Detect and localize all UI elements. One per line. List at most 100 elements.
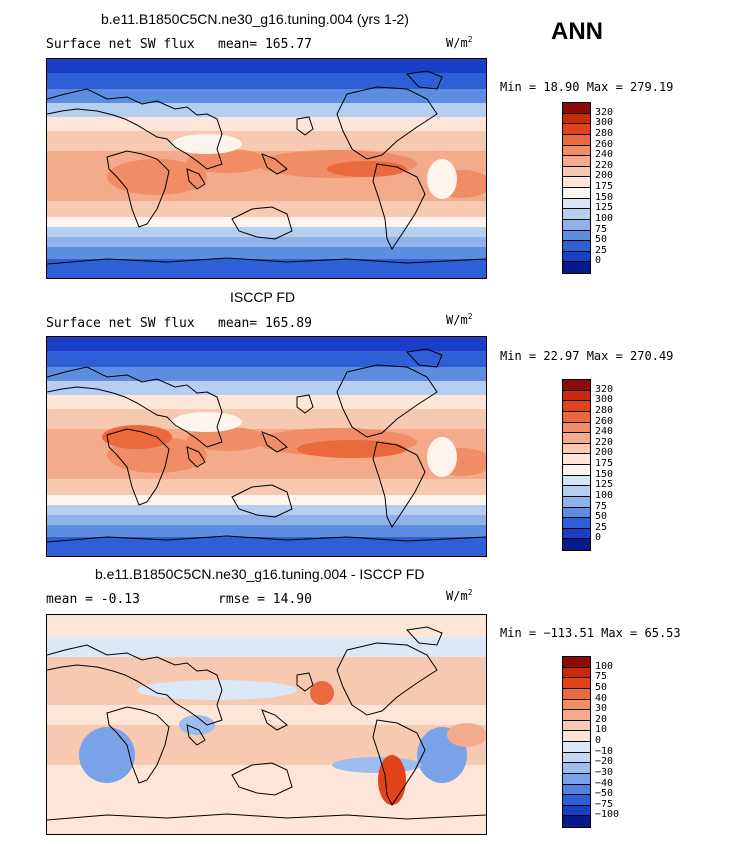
field-blob bbox=[179, 715, 215, 735]
colorbar-cell bbox=[563, 657, 590, 668]
colorbar-tick-label: 240 bbox=[595, 426, 614, 438]
colorbar-cell bbox=[563, 465, 590, 476]
colorbar-cell bbox=[563, 752, 590, 764]
colorbar-tick-label: 0 bbox=[595, 735, 602, 746]
diff-mean-label: mean = -0.13 bbox=[46, 592, 140, 607]
units-label: W/m2 bbox=[446, 588, 473, 603]
colorbar-tick-label: −75 bbox=[595, 798, 614, 810]
field-band bbox=[47, 495, 486, 505]
colorbar-tick-label: 75 bbox=[595, 223, 608, 235]
colorbar-cell bbox=[563, 198, 590, 210]
field-band bbox=[47, 515, 486, 525]
coastline-path bbox=[405, 348, 443, 368]
field-blob bbox=[378, 755, 406, 805]
coastline-path bbox=[261, 153, 288, 175]
colorbar bbox=[562, 379, 591, 551]
colorbar-cell bbox=[563, 422, 590, 434]
field-blob bbox=[172, 412, 242, 432]
coastline-path bbox=[106, 428, 170, 506]
season-label: ANN bbox=[551, 18, 603, 45]
field-band bbox=[47, 505, 486, 515]
field-band bbox=[47, 351, 486, 367]
field-blob bbox=[187, 149, 267, 173]
rmse-label: rmse = 14.90 bbox=[218, 592, 312, 607]
coastline-path bbox=[261, 709, 288, 731]
colorbar-cell bbox=[563, 496, 590, 508]
field-band bbox=[47, 337, 486, 351]
colorbar-tick-label: 280 bbox=[595, 127, 614, 139]
colorbar-tick-label: 150 bbox=[595, 191, 614, 203]
min-max-label: Min = −113.51 Max = 65.53 bbox=[500, 626, 681, 640]
coastline-path bbox=[231, 762, 293, 796]
colorbar-cell bbox=[563, 209, 590, 220]
colorbar bbox=[562, 102, 591, 274]
colorbar bbox=[562, 656, 591, 828]
coastline-path bbox=[47, 813, 486, 821]
field-band bbox=[47, 479, 486, 495]
coastline-path bbox=[296, 116, 314, 136]
map-plot bbox=[47, 59, 486, 278]
field-band bbox=[47, 237, 486, 247]
colorbar-tick-label: 75 bbox=[595, 671, 608, 683]
coastline-path bbox=[231, 206, 293, 240]
colorbar-tick-label: 100 bbox=[595, 489, 614, 501]
coastline-path bbox=[372, 441, 426, 528]
field-band bbox=[47, 395, 486, 409]
field-band bbox=[47, 381, 486, 395]
coastline-path bbox=[372, 719, 426, 806]
map-diff bbox=[46, 614, 487, 835]
min-max-label: Min = 22.97 Max = 270.49 bbox=[500, 349, 674, 363]
panel-title: b.e11.B1850C5CN.ne30_g16.tuning.004 (yrs… bbox=[101, 11, 409, 27]
colorbar-tick-label: 300 bbox=[595, 117, 614, 129]
colorbar-cell bbox=[563, 699, 590, 711]
colorbar-cell bbox=[563, 262, 590, 273]
colorbar-tick-label: 125 bbox=[595, 202, 614, 214]
colorbar-tick-label: 50 bbox=[595, 234, 608, 246]
colorbar-cell bbox=[563, 124, 590, 135]
colorbar-tick-label: 100 bbox=[595, 660, 614, 672]
mean-label: mean= 165.77 bbox=[218, 37, 312, 52]
field-band bbox=[47, 89, 486, 103]
colorbar-cell bbox=[563, 251, 590, 263]
colorbar-tick-label: 40 bbox=[595, 692, 608, 704]
colorbar-cell bbox=[563, 454, 590, 465]
colorbar-tick-label: 260 bbox=[595, 138, 614, 150]
coastline-path bbox=[336, 642, 438, 716]
map-plot bbox=[47, 615, 486, 834]
field-blob bbox=[297, 440, 407, 458]
colorbar-cell bbox=[563, 134, 590, 146]
field-band bbox=[47, 227, 486, 237]
colorbar-tick-label: 0 bbox=[595, 255, 602, 267]
colorbar-cell bbox=[563, 390, 590, 402]
colorbar-tick-label: 20 bbox=[595, 713, 608, 725]
field-band bbox=[47, 217, 486, 227]
coastline-path bbox=[186, 724, 206, 746]
field-band bbox=[47, 117, 486, 131]
field-blob bbox=[310, 681, 334, 705]
min-max-label: Min = 18.90 Max = 279.19 bbox=[500, 80, 674, 94]
field-band bbox=[47, 537, 486, 556]
field-blob bbox=[102, 425, 172, 449]
coastline-path bbox=[47, 535, 486, 543]
field-blob bbox=[172, 134, 242, 154]
colorbar-tick-label: 150 bbox=[595, 468, 614, 480]
coastline-path bbox=[47, 366, 223, 448]
colorbar-cell bbox=[563, 177, 590, 188]
colorbar-tick-label: −20 bbox=[595, 756, 614, 768]
colorbar-cell bbox=[563, 784, 590, 796]
coastline-path bbox=[47, 644, 223, 726]
colorbar-cell bbox=[563, 678, 590, 689]
colorbar-tick-label: 50 bbox=[595, 511, 608, 523]
field-band bbox=[47, 201, 486, 217]
colorbar-tick-label: 280 bbox=[595, 404, 614, 416]
coastlines bbox=[47, 70, 486, 265]
units-label: W/m2 bbox=[446, 35, 473, 50]
colorbar-tick-label: −50 bbox=[595, 788, 614, 800]
coastline-path bbox=[47, 88, 223, 170]
map-plot bbox=[47, 337, 486, 556]
field-layer bbox=[47, 615, 486, 834]
field-band bbox=[47, 247, 486, 259]
coastline-path bbox=[296, 672, 314, 692]
field-blob bbox=[427, 159, 457, 199]
field-band bbox=[47, 59, 486, 73]
